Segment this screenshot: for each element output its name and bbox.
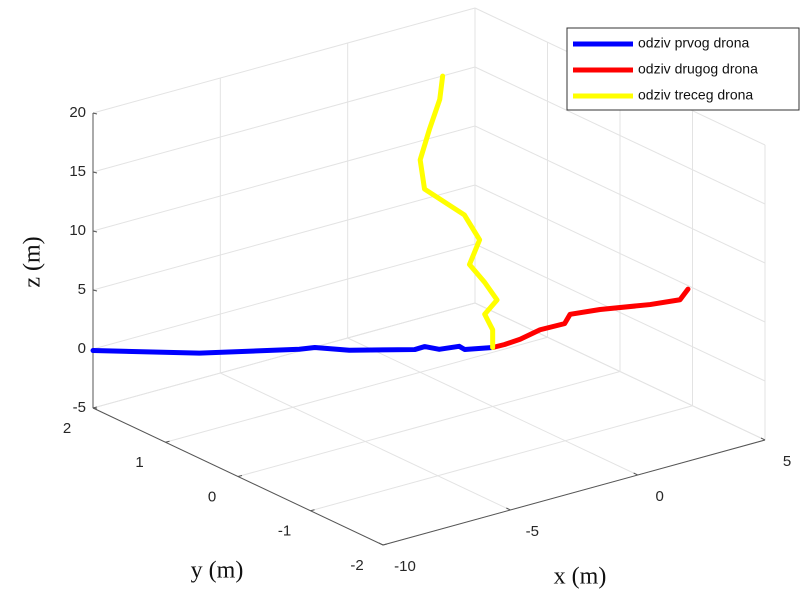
drone-path [90,343,496,356]
x-tick-label: -10 [394,558,416,575]
y-tick [237,475,243,477]
y-tick-label: -1 [278,523,291,540]
grid-line [92,125,476,232]
x-tick [506,507,511,511]
y-tick-label: 1 [135,454,143,471]
drone-path [417,73,500,350]
x-tick-label: -5 [526,523,539,540]
x-tick [633,472,638,476]
z-tick-label: -5 [73,399,86,416]
grid-line [474,184,766,323]
y-tick-label: 2 [63,420,71,437]
grid-line [165,336,548,443]
z-tick [92,171,98,174]
grid-line [92,302,476,409]
grid-line [92,7,476,114]
y-tick-label: -2 [350,557,363,574]
z-tick-label: 5 [78,281,86,298]
y-tick [310,509,315,512]
x-tick [760,437,766,441]
legend-label: odziv treceg drona [638,87,753,103]
z-tick [92,407,98,410]
drone-path [490,286,691,350]
grid-line [474,243,766,382]
x-tick-label: 5 [783,453,791,470]
grid-line [92,243,476,350]
grid-line [310,405,693,512]
z-tick-label: 15 [69,163,86,180]
x-axis-title: x (m) [554,564,607,590]
x-tick-label: 0 [655,488,663,505]
x-axis [382,439,766,546]
legend-label: odziv drugog drona [638,61,758,77]
y-tick-label: 0 [208,488,216,505]
legend-label: odziv prvog drona [638,35,750,51]
y-tick [165,440,170,443]
grid-line [237,371,621,477]
grid-line [474,125,766,264]
z-axis-title: z (m) [20,236,46,287]
y-tick [382,543,388,546]
grid-line [92,184,476,291]
grid-line [92,66,476,173]
z-tick-label: 20 [69,104,86,121]
grid-line [474,66,766,205]
z-tick [92,230,98,233]
grid-line [474,302,766,441]
y-axis-title: y (m) [191,558,244,584]
z-tick [92,289,98,292]
z-tick [92,112,98,115]
z-tick-label: 10 [69,222,86,239]
z-tick-label: 0 [78,340,86,357]
x-tick [378,542,384,546]
